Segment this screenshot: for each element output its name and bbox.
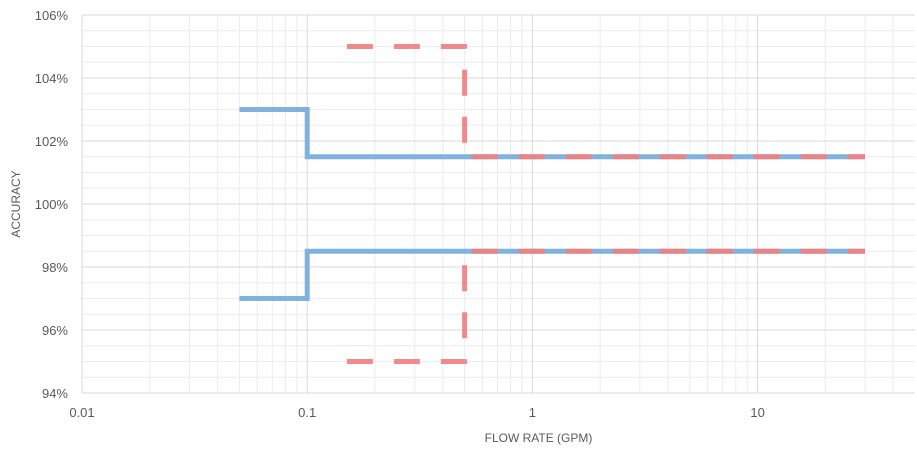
x-tick-label: 0.1 [298, 405, 316, 420]
y-tick-label: 104% [35, 71, 69, 86]
series-group [239, 44, 865, 364]
series-line-4 [346, 248, 865, 364]
y-tick-label: 98% [42, 260, 68, 275]
series-line-2 [239, 248, 865, 301]
y-tick-label: 100% [35, 197, 69, 212]
series-line-3 [346, 44, 865, 160]
y-tick-label: 94% [42, 386, 68, 401]
y-tick-label: 102% [35, 134, 69, 149]
y-tick-label: 106% [35, 8, 69, 23]
y-tick-label: 96% [42, 323, 68, 338]
x-tick-label: 0.01 [69, 405, 94, 420]
x-tick-label: 1 [529, 405, 536, 420]
x-axis-title: FLOW RATE (GPM) [485, 431, 593, 445]
x-tick-label: 10 [750, 405, 764, 420]
y-axis-title: ACCURACY [9, 170, 23, 237]
tick-labels: 0.01 0.1 1 10 94% 96% 98% 100% 102% 104% 106% [35, 8, 765, 420]
grid [81, 14, 915, 394]
series-line-1 [239, 107, 865, 160]
